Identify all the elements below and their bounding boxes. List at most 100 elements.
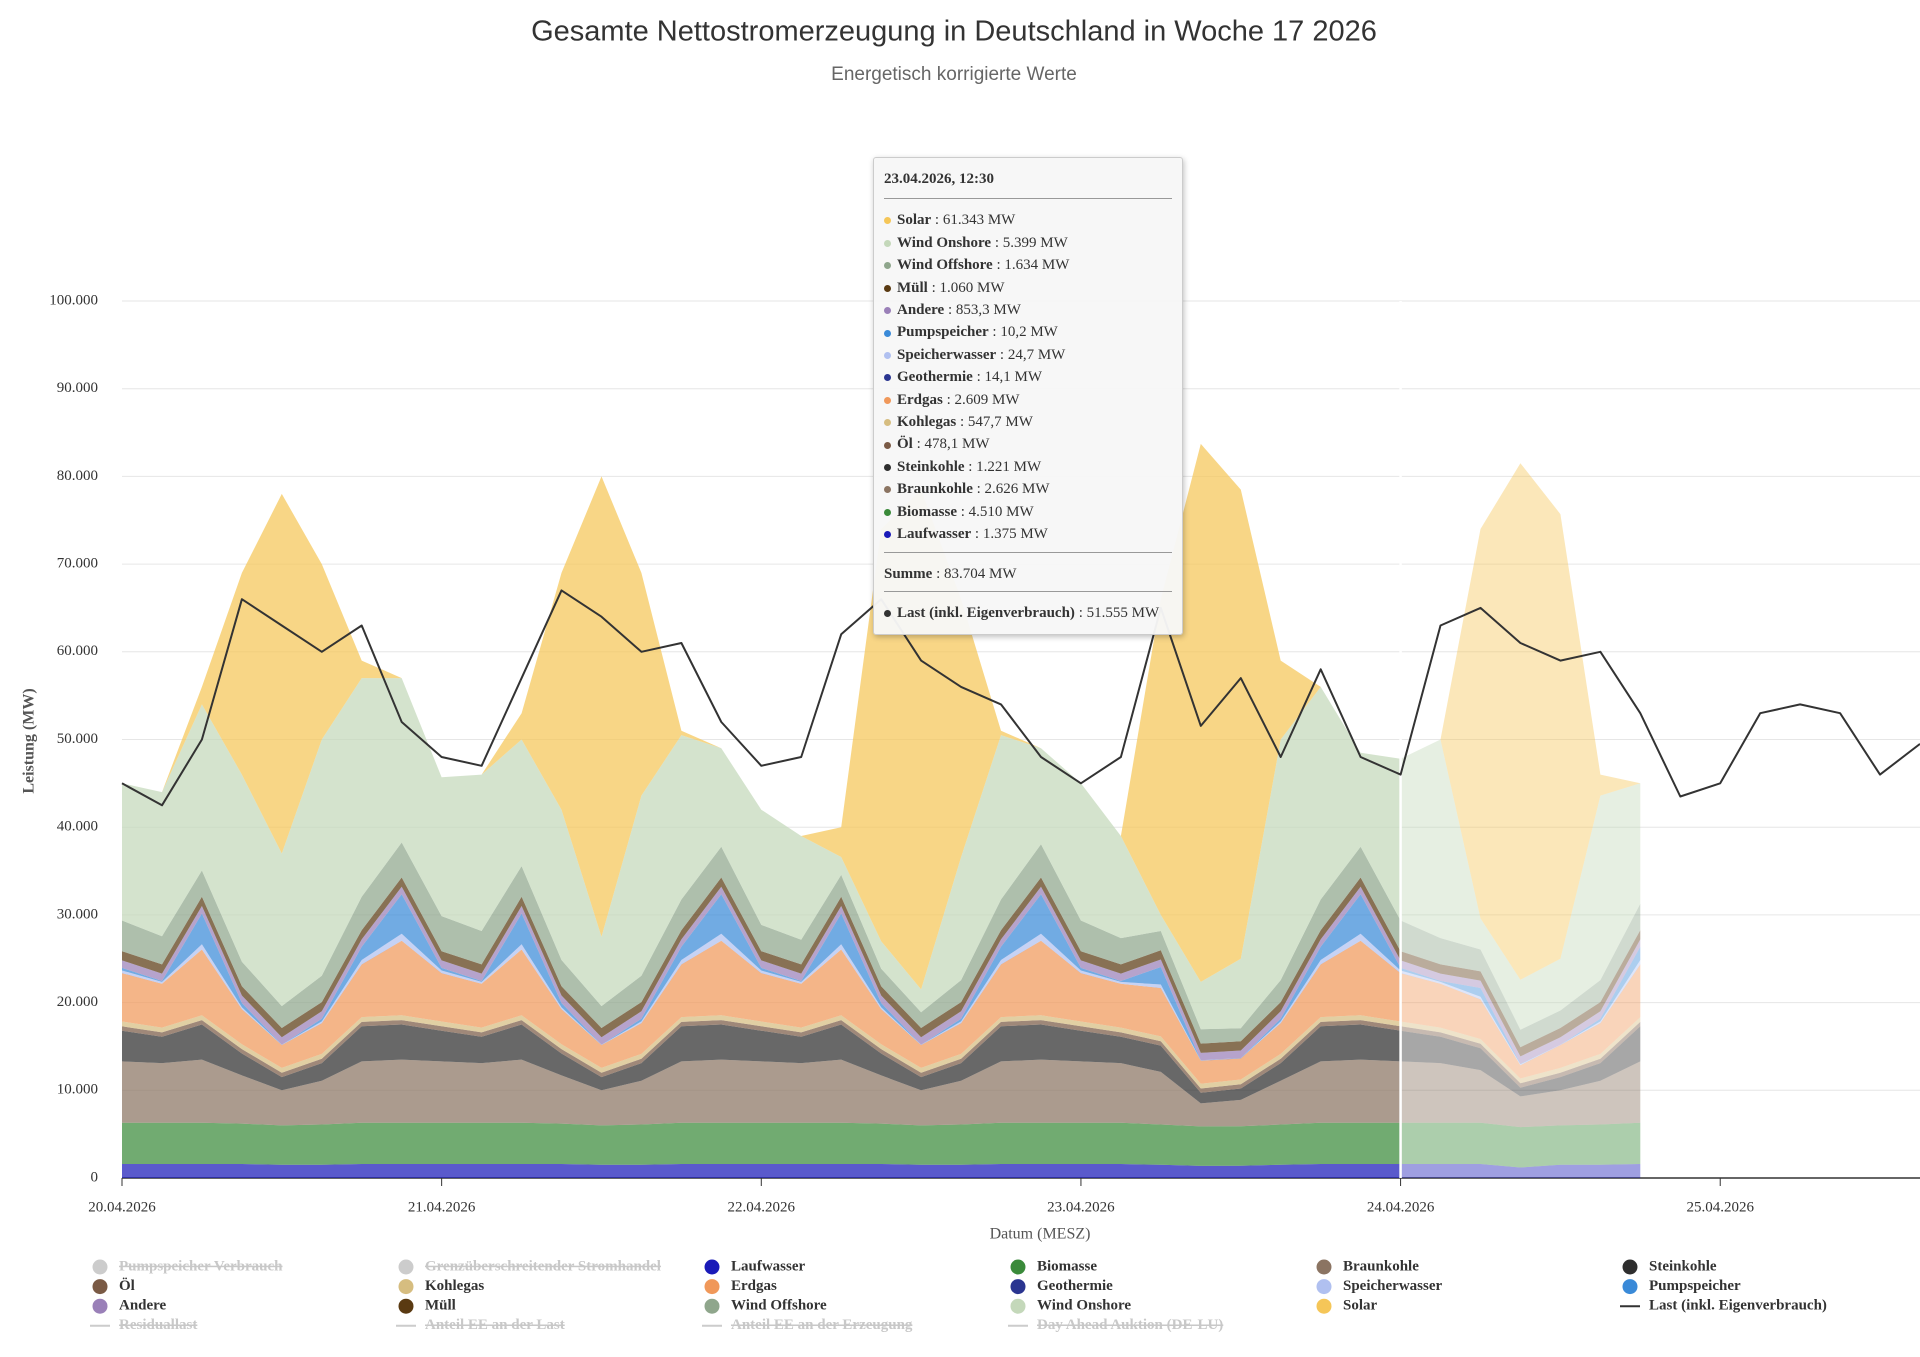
tooltip-series-value: : 4.510 MW bbox=[960, 503, 1034, 520]
tooltip-series-name: Biomasse bbox=[897, 503, 957, 520]
legend-marker bbox=[1010, 1279, 1026, 1295]
legend-marker bbox=[92, 1279, 108, 1295]
tooltip-divider bbox=[884, 198, 1172, 200]
legend-label[interactable]: Erdgas bbox=[731, 1278, 777, 1294]
legend-marker bbox=[398, 1259, 414, 1275]
tooltip-row: Öl : 478,1 MW bbox=[884, 433, 1172, 455]
legend-label[interactable]: Grenzüberschreitender Stromhandel bbox=[425, 1258, 661, 1274]
tooltip-series-value: : 853,3 MW bbox=[947, 302, 1021, 319]
y-tick-label: 50.000 bbox=[57, 731, 98, 747]
area bbox=[1400, 739, 1641, 1030]
tooltip-load-name: Last (inkl. Eigenverbrauch) bbox=[897, 604, 1075, 621]
legend-marker bbox=[704, 1298, 720, 1314]
legend-label[interactable]: Andere bbox=[119, 1298, 167, 1314]
area bbox=[1400, 903, 1641, 1048]
legend-label[interactable]: Speicherwasser bbox=[1343, 1278, 1442, 1294]
legend-label[interactable]: Braunkohle bbox=[1343, 1258, 1419, 1274]
legend-label[interactable]: Müll bbox=[425, 1298, 456, 1314]
tooltip: 23.04.2026, 12:30 Solar : 61.343 MW Wind … bbox=[873, 157, 1183, 636]
tooltip-sum-name: Summe bbox=[884, 565, 933, 582]
area bbox=[1400, 1122, 1641, 1168]
tooltip-sum-value: : 83.704 MW bbox=[936, 565, 1017, 582]
legend-label[interactable]: Öl bbox=[119, 1277, 135, 1294]
tooltip-dot bbox=[884, 239, 891, 247]
tooltip-series-value: : 24,7 MW bbox=[999, 346, 1066, 363]
tooltip-series-name: Solar bbox=[897, 212, 932, 229]
legend-label[interactable]: Pumpspeicher bbox=[1649, 1278, 1741, 1294]
tooltip-series-name: Speicherwasser bbox=[897, 346, 997, 363]
tooltip-series-value: : 2.609 MW bbox=[946, 391, 1020, 408]
tooltip-row: Pumpspeicher : 10,2 MW bbox=[884, 321, 1172, 343]
tooltip-dot bbox=[884, 307, 891, 315]
y-tick-label: 40.000 bbox=[57, 819, 98, 835]
tooltip-series-name: Wind Onshore bbox=[897, 234, 992, 251]
area bbox=[122, 1059, 1401, 1127]
legend-label[interactable]: Anteil EE an der Erzeugung bbox=[731, 1317, 913, 1333]
tooltip-series-value: : 10,2 MW bbox=[992, 324, 1058, 341]
legend-label[interactable]: Day Ahead Auktion (DE-LU) bbox=[1037, 1317, 1223, 1333]
area bbox=[122, 1024, 1401, 1104]
x-axis-title: Datum (MESZ) bbox=[990, 1226, 1091, 1243]
y-tick-label: 10.000 bbox=[57, 1082, 98, 1098]
legend-label[interactable]: Anteil EE an der Last bbox=[425, 1317, 565, 1333]
tooltip-row: Wind Onshore : 5.399 MW bbox=[884, 232, 1172, 254]
legend-label[interactable]: Biomasse bbox=[1037, 1258, 1097, 1274]
tooltip-dot bbox=[884, 329, 891, 337]
legend-marker bbox=[1316, 1298, 1332, 1314]
area bbox=[122, 1164, 1401, 1178]
tooltip-dot bbox=[884, 396, 891, 404]
chart-subtitle: Energetisch korrigierte Werte bbox=[831, 64, 1077, 85]
x-tick-label: 20.04.2026 bbox=[88, 1199, 156, 1215]
tooltip-dot bbox=[884, 374, 891, 382]
tooltip-dot bbox=[884, 262, 891, 270]
legend-label[interactable]: Residuallast bbox=[119, 1317, 197, 1333]
tooltip-row: Braunkohle : 2.626 MW bbox=[884, 478, 1172, 500]
y-tick-label: 20.000 bbox=[57, 994, 98, 1010]
legend-label[interactable]: Solar bbox=[1343, 1298, 1378, 1314]
y-tick-label: 70.000 bbox=[57, 556, 98, 572]
y-tick-label: 90.000 bbox=[57, 380, 98, 396]
tooltip-dot bbox=[884, 217, 891, 225]
legend-label[interactable]: Wind Onshore bbox=[1037, 1298, 1131, 1314]
tooltip-row: Kohlegas : 547,7 MW bbox=[884, 411, 1172, 433]
y-tick-label: 0 bbox=[91, 1169, 99, 1185]
tooltip-row: Speicherwasser : 24,7 MW bbox=[884, 344, 1172, 366]
tooltip-row: Geothermie : 14,1 MW bbox=[884, 366, 1172, 388]
legend-label[interactable]: Last (inkl. Eigenverbrauch) bbox=[1649, 1298, 1827, 1314]
area bbox=[1400, 463, 1641, 980]
tooltip-dot bbox=[884, 463, 891, 471]
tooltip-series-name: Steinkohle bbox=[897, 458, 965, 475]
area bbox=[1400, 1164, 1641, 1178]
tooltip-row: Andere : 853,3 MW bbox=[884, 299, 1172, 321]
load-line bbox=[121, 589, 1920, 807]
area bbox=[1400, 1026, 1641, 1097]
tooltip-divider bbox=[884, 590, 1172, 592]
tooltip-series-value: : 5.399 MW bbox=[994, 234, 1068, 251]
tooltip-series-name: Öl bbox=[897, 436, 913, 453]
tooltip-series-value: : 478,1 MW bbox=[916, 436, 990, 453]
legend-label[interactable]: Pumpspeicher Verbrauch bbox=[119, 1258, 283, 1274]
tooltip-row: Solar : 61.343 MW bbox=[884, 209, 1172, 231]
tooltip-dot bbox=[884, 609, 891, 617]
legend-label[interactable]: Geothermie bbox=[1037, 1278, 1113, 1294]
legend-label[interactable]: Laufwasser bbox=[731, 1258, 806, 1274]
tooltip-dot bbox=[884, 419, 891, 427]
tooltip-series-name: Wind Offshore bbox=[897, 257, 993, 274]
tooltip-row: Müll : 1.060 MW bbox=[884, 277, 1172, 299]
tooltip-load-value: : 51.555 MW bbox=[1078, 604, 1160, 621]
legend-label[interactable]: Wind Offshore bbox=[731, 1298, 827, 1314]
x-tick-label: 22.04.2026 bbox=[728, 1199, 796, 1215]
y-tick-label: 80.000 bbox=[57, 468, 98, 484]
legend-marker bbox=[1622, 1259, 1638, 1275]
legend-label[interactable]: Steinkohle bbox=[1649, 1258, 1717, 1274]
tooltip-row: Laufwasser : 1.375 MW bbox=[884, 523, 1172, 545]
legend-label[interactable]: Kohlegas bbox=[425, 1278, 484, 1294]
chart-title: Gesamte Nettostromerzeugung in Deutschla… bbox=[531, 16, 1377, 48]
tooltip-dot bbox=[884, 284, 891, 292]
tooltip-series-value: : 61.343 MW bbox=[934, 212, 1016, 229]
legend-marker bbox=[398, 1298, 414, 1314]
legend-marker bbox=[92, 1259, 108, 1275]
tooltip-dot bbox=[884, 508, 891, 516]
